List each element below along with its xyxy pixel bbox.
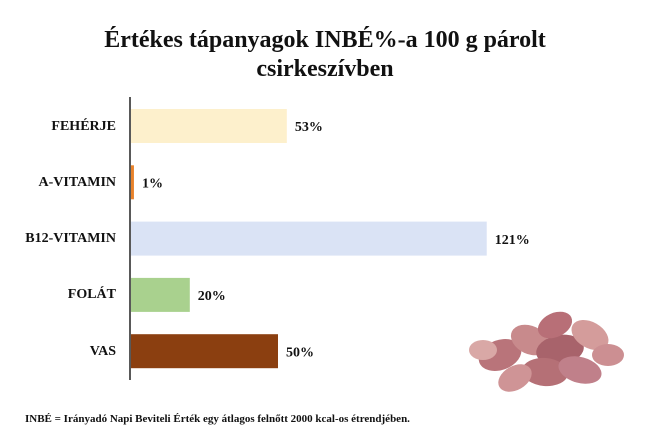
value-label: 121% [495, 233, 530, 248]
value-label: 20% [198, 289, 226, 304]
bar [131, 221, 487, 256]
hearts-image [469, 311, 624, 392]
value-label: 53% [295, 120, 323, 135]
footnote: INBÉ = Irányadó Napi Beviteli Érték egy … [25, 413, 410, 425]
bar [131, 165, 134, 200]
category-label: B12-VITAMIN [25, 231, 116, 247]
bar [131, 109, 287, 143]
category-label: A-VITAMIN [38, 174, 116, 190]
bar [131, 334, 278, 369]
value-label: 50% [286, 345, 314, 360]
chart-title: Értékes tápanyagok INBÉ%-a 100 g párolt … [104, 27, 546, 82]
bar [131, 277, 190, 312]
value-label: 1% [142, 177, 163, 192]
category-label: VAS [89, 343, 116, 359]
category-label: FEHÉRJE [51, 118, 116, 134]
category-label: FOLÁT [67, 287, 116, 303]
